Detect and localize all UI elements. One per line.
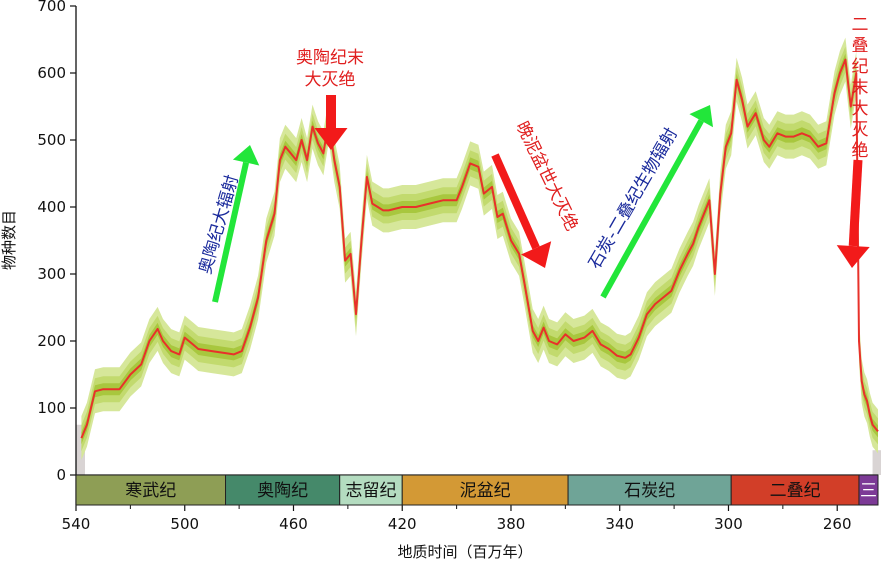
y-tick-label: 700: [37, 0, 66, 15]
period-block: [858, 474, 879, 506]
ticks-layer: 0 100 200 300 400 500 600 700 540 500 460 420 380 340…: [37, 0, 878, 533]
end-permian-arrow-shaft: [848, 159, 863, 247]
end-permian-label-char: 灭: [852, 120, 869, 140]
y-tick-label: 0: [56, 466, 66, 484]
y-tick-label: 200: [37, 332, 66, 350]
y-tick-label: 300: [37, 265, 66, 283]
end-permian-label-char: 叠: [852, 36, 869, 56]
ordovician-radiation-arrow-shaft: [212, 161, 250, 303]
x-tick-label: 340: [605, 515, 634, 533]
x-tick-label: 540: [62, 515, 91, 533]
end-permian-label-char: 二: [852, 15, 869, 35]
geologic-period-bar: 寒武纪 奥陶纪 志留纪 泥盆纪 石炭纪 二叠纪 三: [75, 474, 879, 506]
carb-permian-radiation-arrow-shaft: [600, 119, 704, 299]
period-label: 石炭纪: [624, 481, 675, 501]
x-axis-title: 地质时间（百万年）: [397, 543, 532, 561]
y-axis-title: 物种数目: [0, 210, 18, 270]
middle-confidence-band: [81, 46, 878, 452]
ordovician-radiation-arrow-head: [232, 145, 260, 166]
period-label: 三: [860, 481, 877, 501]
carb-permian-radiation-label: 石炭-二叠纪生物辐射: [585, 125, 682, 273]
period-label: 二叠纪: [770, 481, 821, 501]
end-stub: [872, 450, 881, 475]
diversity-line-layer: [80, 58, 879, 439]
outer-confidence-band: [81, 37, 878, 461]
end-permian-label-char: 大: [852, 99, 869, 119]
end-ordovician-label-line1: 奥陶纪末: [296, 48, 364, 68]
carb-permian-radiation-arrow-head: [689, 105, 714, 128]
start-stub: [76, 424, 85, 475]
diversity-line: [80, 58, 879, 439]
ordovician-radiation-label: 奥陶纪大辐射: [196, 173, 243, 277]
x-tick-label: 500: [170, 515, 199, 533]
period-label: 志留纪: [345, 481, 396, 501]
end-permian-label-char: 纪: [852, 57, 869, 77]
period-block: [225, 474, 341, 506]
period-label: 寒武纪: [125, 481, 176, 501]
x-tick-label: 460: [279, 515, 308, 533]
confidence-bands: [76, 37, 881, 475]
x-tick-label: 260: [823, 515, 852, 533]
late-devonian-arrow-shaft: [491, 153, 540, 250]
end-permian-label-char: 绝: [852, 141, 869, 161]
y-tick-label: 100: [37, 399, 66, 417]
period-block: [75, 474, 227, 506]
y-tick-label: 500: [37, 131, 66, 149]
late-devonian-arrow-head: [521, 241, 552, 268]
period-label: 奥陶纪: [257, 481, 308, 501]
end-permian-label-char: 末: [852, 78, 869, 98]
period-block: [401, 474, 569, 506]
x-tick-label: 420: [388, 515, 417, 533]
x-tick-label: 380: [497, 515, 526, 533]
y-tick-label: 600: [37, 64, 66, 82]
period-block: [339, 474, 403, 506]
end-ordovician-label-line2: 大灭绝: [305, 70, 356, 90]
end-permian-arrow-head: [836, 245, 870, 268]
x-tick-label: 300: [714, 515, 743, 533]
period-label: 泥盆纪: [460, 481, 511, 501]
period-block: [730, 474, 860, 506]
end-ordovician-arrow-head: [314, 128, 348, 150]
y-tick-label: 400: [37, 198, 66, 216]
